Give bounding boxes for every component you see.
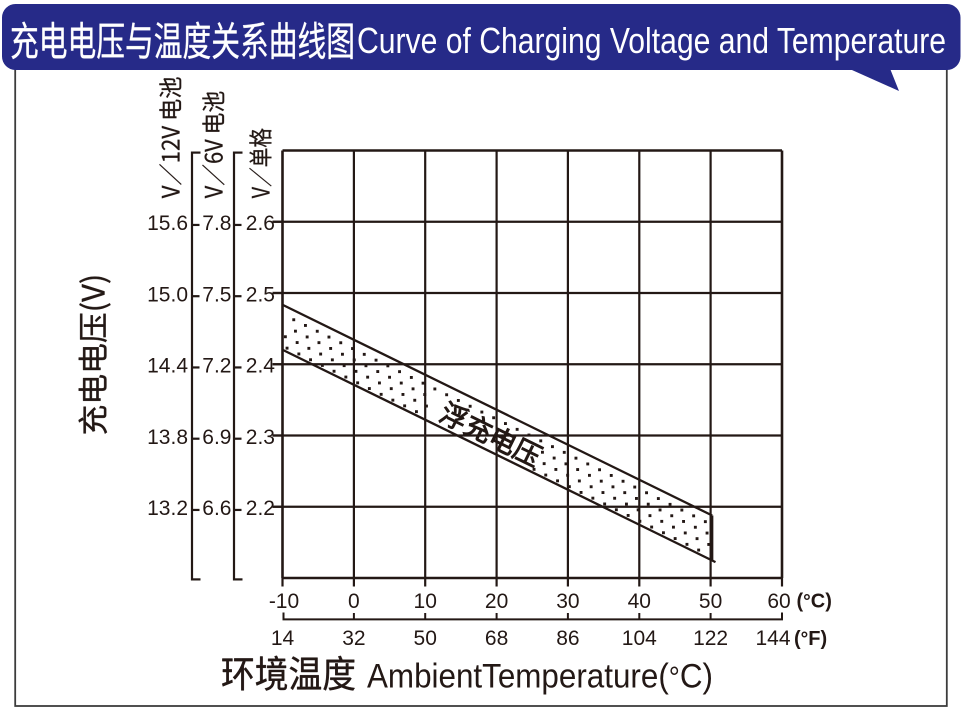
svg-text:2.4: 2.4 xyxy=(246,355,276,378)
svg-text:50: 50 xyxy=(414,627,437,650)
svg-text:144: 144 xyxy=(755,627,790,650)
svg-text:13.2: 13.2 xyxy=(147,497,188,520)
svg-text:20: 20 xyxy=(485,590,508,613)
svg-text:7.5: 7.5 xyxy=(202,283,231,306)
svg-text:60: 60 xyxy=(767,590,790,613)
svg-text:Curve of Charging Voltage and: Curve of Charging Voltage and Temperatur… xyxy=(357,20,946,61)
svg-text:7.8: 7.8 xyxy=(202,212,231,235)
svg-text:AmbientTemperature(°C): AmbientTemperature(°C) xyxy=(367,658,713,696)
svg-text:30: 30 xyxy=(556,590,579,613)
svg-text:0: 0 xyxy=(348,590,360,613)
svg-text:2.6: 2.6 xyxy=(246,212,275,235)
svg-text:32: 32 xyxy=(342,627,365,650)
svg-text:7.2: 7.2 xyxy=(202,355,231,378)
svg-text:86: 86 xyxy=(556,627,579,650)
svg-text:15.6: 15.6 xyxy=(147,212,188,235)
svg-text:14.4: 14.4 xyxy=(147,355,188,378)
svg-text:122: 122 xyxy=(693,627,728,650)
svg-text:50: 50 xyxy=(699,590,722,613)
svg-text:2.2: 2.2 xyxy=(246,497,275,520)
svg-text:(°C): (°C) xyxy=(797,591,832,613)
svg-text:10: 10 xyxy=(414,590,437,613)
svg-text:40: 40 xyxy=(628,590,651,613)
svg-text:15.0: 15.0 xyxy=(147,283,188,306)
svg-text:2.5: 2.5 xyxy=(246,283,275,306)
svg-text:-10: -10 xyxy=(269,590,299,613)
svg-text:13.8: 13.8 xyxy=(147,426,188,449)
svg-text:14: 14 xyxy=(271,627,295,650)
svg-text:104: 104 xyxy=(622,627,657,650)
svg-text:6.9: 6.9 xyxy=(202,426,231,449)
svg-text:(°F): (°F) xyxy=(794,628,827,650)
svg-text:6.6: 6.6 xyxy=(202,497,231,520)
svg-text:68: 68 xyxy=(485,627,508,650)
svg-text:2.3: 2.3 xyxy=(246,426,275,449)
